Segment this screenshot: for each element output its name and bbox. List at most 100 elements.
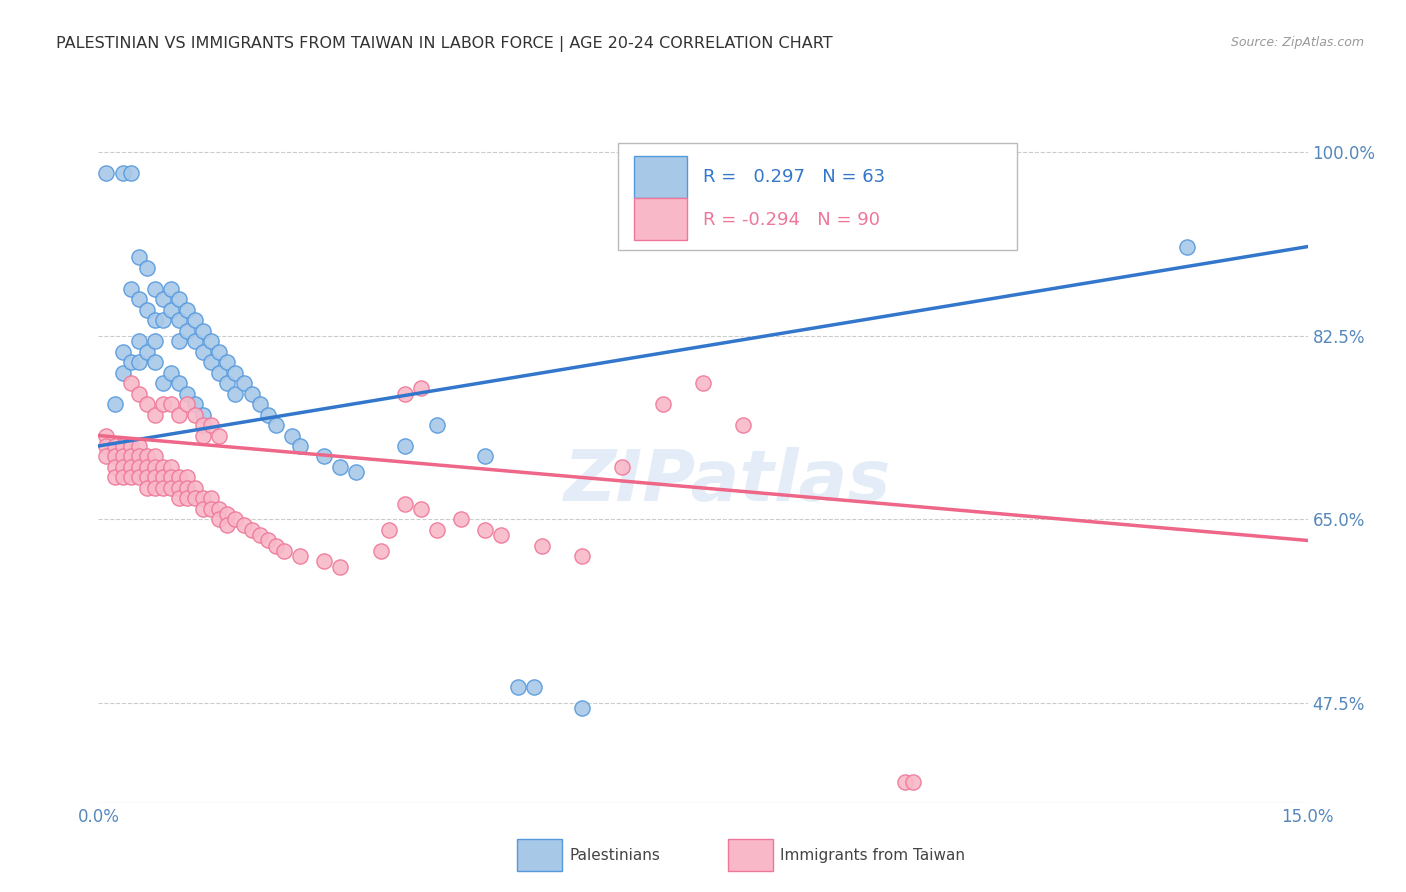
Point xyxy=(143,460,166,475)
Point xyxy=(240,523,263,537)
Point xyxy=(135,470,157,484)
Point xyxy=(120,439,142,453)
Point xyxy=(200,355,222,369)
Point xyxy=(176,481,198,495)
Point xyxy=(217,507,239,521)
Point xyxy=(184,397,207,411)
Point xyxy=(120,470,142,484)
Point xyxy=(329,559,352,574)
Point xyxy=(193,408,215,422)
Point xyxy=(128,386,150,401)
Point xyxy=(143,470,166,484)
Point xyxy=(143,450,166,464)
Point xyxy=(135,302,157,317)
Point xyxy=(249,397,271,411)
Point xyxy=(281,428,304,442)
Point xyxy=(224,386,246,401)
Text: ZIPatlas: ZIPatlas xyxy=(564,447,891,516)
Point xyxy=(143,408,166,422)
Point xyxy=(692,376,714,390)
Point xyxy=(143,355,166,369)
Point xyxy=(176,397,198,411)
Point xyxy=(103,397,125,411)
Point xyxy=(377,523,399,537)
Point xyxy=(901,774,924,789)
Point xyxy=(217,517,239,532)
FancyBboxPatch shape xyxy=(634,155,688,198)
Point xyxy=(184,313,207,327)
Point xyxy=(120,376,142,390)
FancyBboxPatch shape xyxy=(728,839,773,871)
Point xyxy=(143,334,166,348)
Point xyxy=(200,334,222,348)
Point xyxy=(128,450,150,464)
FancyBboxPatch shape xyxy=(517,839,562,871)
Point xyxy=(491,528,513,542)
Point xyxy=(426,523,449,537)
Point xyxy=(160,366,183,380)
Point xyxy=(96,450,118,464)
Point xyxy=(167,376,190,390)
Point xyxy=(111,366,134,380)
Point xyxy=(167,481,190,495)
Point xyxy=(184,408,207,422)
Point xyxy=(530,539,553,553)
Point xyxy=(128,250,150,264)
Point xyxy=(240,386,263,401)
Point xyxy=(135,260,157,275)
Point xyxy=(160,282,183,296)
Point xyxy=(450,512,472,526)
Point xyxy=(111,470,134,484)
FancyBboxPatch shape xyxy=(619,143,1018,250)
Point xyxy=(111,460,134,475)
Point xyxy=(200,491,222,506)
Point xyxy=(571,549,593,564)
Point xyxy=(103,439,125,453)
Point xyxy=(208,344,231,359)
Point xyxy=(184,334,207,348)
Point xyxy=(96,439,118,453)
Point xyxy=(128,334,150,348)
Point xyxy=(128,355,150,369)
Point xyxy=(120,450,142,464)
Point xyxy=(152,313,174,327)
Point xyxy=(193,502,215,516)
Point xyxy=(103,470,125,484)
Point xyxy=(409,502,432,516)
Point xyxy=(224,366,246,380)
Point xyxy=(135,397,157,411)
Point xyxy=(152,292,174,306)
Point xyxy=(474,450,496,464)
Point xyxy=(474,523,496,537)
Point xyxy=(128,292,150,306)
Point xyxy=(651,397,673,411)
Point xyxy=(288,439,311,453)
Point xyxy=(232,376,254,390)
Point xyxy=(152,481,174,495)
Point xyxy=(152,470,174,484)
Point xyxy=(176,302,198,317)
Point xyxy=(612,460,634,475)
Point xyxy=(264,417,287,432)
Point xyxy=(256,533,278,548)
Point xyxy=(120,166,142,180)
Point xyxy=(160,302,183,317)
Point xyxy=(394,386,416,401)
Point xyxy=(167,408,190,422)
Point xyxy=(329,460,352,475)
Point xyxy=(176,470,198,484)
Point xyxy=(135,344,157,359)
Point xyxy=(160,397,183,411)
Point xyxy=(232,517,254,532)
Point xyxy=(103,450,125,464)
Point xyxy=(344,465,367,479)
Point xyxy=(288,549,311,564)
Point xyxy=(111,344,134,359)
Point xyxy=(193,417,215,432)
Point xyxy=(128,460,150,475)
Point xyxy=(152,376,174,390)
Text: Source: ZipAtlas.com: Source: ZipAtlas.com xyxy=(1230,36,1364,49)
Point xyxy=(256,408,278,422)
Point xyxy=(208,512,231,526)
Point xyxy=(193,344,215,359)
